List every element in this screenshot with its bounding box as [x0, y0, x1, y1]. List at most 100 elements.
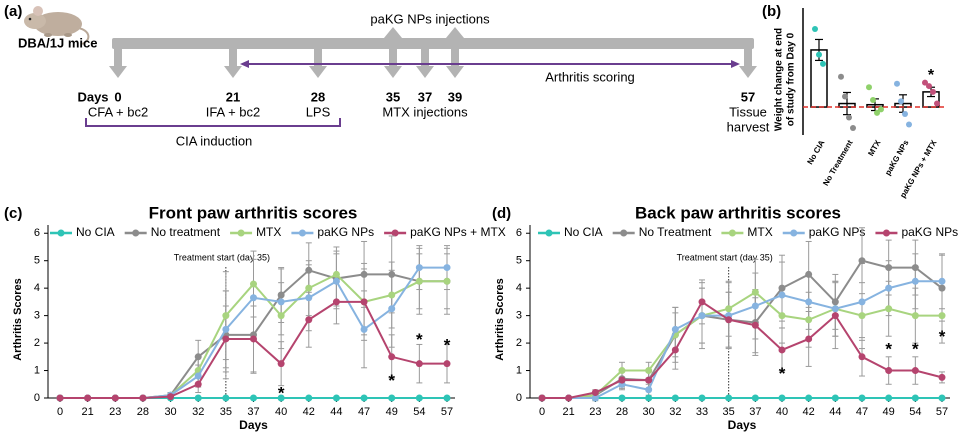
scoring-label: Arthritis scoring [545, 69, 635, 84]
data-point [671, 394, 679, 402]
legend-swatch [132, 229, 140, 237]
x-tick-label: 49 [883, 406, 895, 418]
data-point [645, 394, 653, 402]
y-tick-label: 2 [516, 337, 522, 349]
data-point [938, 284, 946, 292]
y-axis-label: Weight change at end [774, 28, 785, 131]
x-tick-label: 28 [616, 406, 628, 418]
data-point [911, 312, 919, 320]
data-point [751, 394, 759, 402]
legend-label: paKG NPs + MTX [410, 225, 506, 239]
annotation: * [388, 371, 395, 390]
y-tick-label: 2 [34, 337, 40, 349]
data-point [858, 394, 866, 402]
data-point [778, 284, 786, 292]
data-point [277, 298, 285, 306]
day: 28 [311, 89, 325, 104]
x-tick-label: 42 [303, 406, 315, 418]
series-line [542, 300, 943, 399]
x-tick-label: 44 [330, 406, 342, 418]
y-tick-label: 4 [34, 282, 40, 294]
data-point [838, 73, 844, 80]
treatment-label: Treatment start (day 35) [174, 252, 270, 262]
data-point [56, 394, 64, 402]
panel-label: (a) [4, 3, 22, 20]
data-point [250, 294, 257, 302]
data-point [443, 394, 451, 402]
x-tick-label: 49 [386, 406, 398, 418]
legend-label: No CIA [564, 225, 603, 239]
timeline [109, 27, 757, 78]
data-point [305, 316, 313, 324]
x-tick-label: 37 [749, 406, 761, 418]
legend-swatch [237, 229, 245, 237]
data-point [167, 393, 175, 401]
induction-bracket [85, 118, 341, 127]
data-point [671, 346, 679, 354]
data-point [194, 394, 202, 402]
x-tick-label: 35 [220, 406, 232, 418]
data-point [938, 277, 946, 285]
data-point [305, 266, 313, 274]
y-tick-label: 6 [516, 227, 522, 239]
x-tick-label: 54 [413, 406, 425, 418]
data-point [820, 60, 826, 67]
data-point [902, 111, 908, 118]
annotation: * [278, 383, 285, 402]
x-tick-label: 44 [829, 406, 841, 418]
data-point [858, 353, 866, 361]
data-point [305, 294, 313, 302]
data-point [938, 373, 946, 381]
day: 0 [114, 89, 121, 104]
x-tick-label: 28 [137, 406, 149, 418]
x-tick-label: 21 [82, 406, 94, 418]
x-tick-label: 32 [669, 406, 681, 418]
data-point [911, 367, 919, 375]
x-axis-label: Days [728, 418, 757, 432]
x-tick-label: 30 [643, 406, 655, 418]
legend-swatch [882, 229, 890, 237]
y-tick-label: 1 [34, 364, 40, 376]
y-tick-label: 6 [34, 227, 40, 239]
data-point [858, 312, 866, 320]
scoring-arrow [240, 60, 740, 68]
data-point [751, 321, 759, 329]
x-tick-label: 42 [803, 406, 815, 418]
x-tick-label: 32 [192, 406, 204, 418]
data-point [926, 83, 932, 90]
legend-swatch [57, 229, 65, 237]
data-point [671, 325, 679, 333]
data-point [194, 353, 202, 361]
series-line [542, 291, 942, 399]
data-point [934, 100, 940, 107]
data-point [591, 389, 599, 397]
data-point [194, 380, 202, 388]
x-tick-label: 0 [57, 406, 63, 418]
data-point [922, 79, 928, 86]
data-point [816, 51, 822, 58]
data-point [938, 312, 946, 320]
data-point [885, 394, 893, 402]
x-tick-label: 37 [247, 406, 259, 418]
data-point [878, 106, 884, 113]
y-tick-label: 3 [516, 310, 522, 322]
event: LPS [306, 104, 331, 119]
x-tick-label: 47 [358, 406, 370, 418]
y-tick-label: 5 [34, 255, 40, 267]
event: IFA + bc2 [206, 104, 261, 119]
legend-swatch [391, 229, 399, 237]
data-point [415, 394, 423, 402]
data-point [898, 98, 904, 105]
data-point [222, 312, 230, 320]
y-tick-label: 4 [516, 282, 522, 294]
data-point [698, 394, 706, 402]
data-point [591, 394, 599, 402]
data-point [894, 80, 900, 87]
y-tick-label: 3 [34, 310, 40, 322]
data-point [250, 335, 257, 343]
x-tick-label: 0 [539, 406, 545, 418]
data-point [751, 288, 759, 296]
legend-label: No Treatment [639, 225, 712, 239]
data-point [831, 394, 839, 402]
data-point [805, 270, 813, 278]
